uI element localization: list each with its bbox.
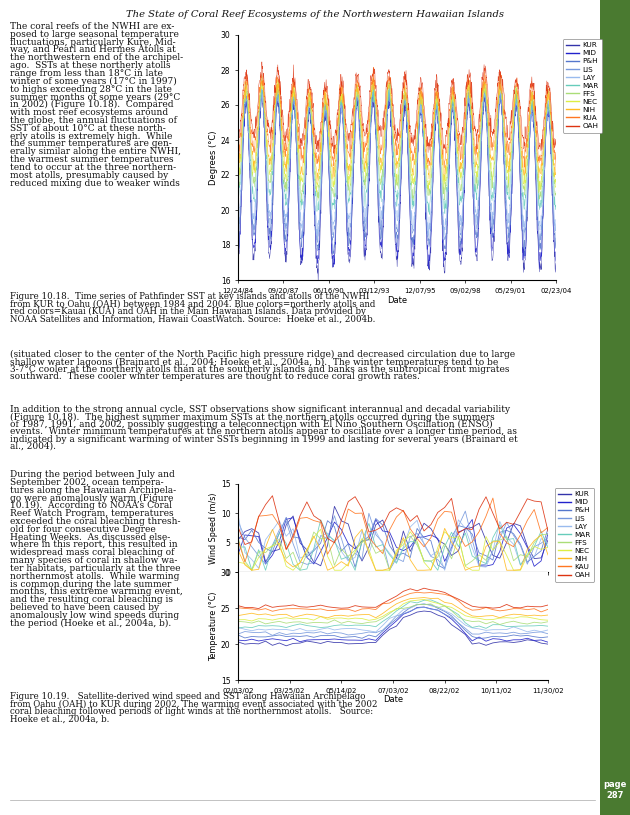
Text: way, and Pearl and Hermes Atolls at: way, and Pearl and Hermes Atolls at bbox=[10, 46, 176, 55]
X-axis label: Date: Date bbox=[387, 297, 407, 306]
Text: the northwestern end of the archipel-: the northwestern end of the archipel- bbox=[10, 53, 183, 62]
Legend: KUR, MID, P&H, LIS, LAY, MAR, FFS, NEC, NIH, KUA, OAH: KUR, MID, P&H, LIS, LAY, MAR, FFS, NEC, … bbox=[563, 38, 602, 133]
Text: many species of coral in shallow wa-: many species of coral in shallow wa- bbox=[10, 556, 178, 565]
Text: erally similar along the entire NWHI,: erally similar along the entire NWHI, bbox=[10, 148, 181, 156]
Text: 3-7°C cooler at the northerly atolls than at the southerly islands and banks as : 3-7°C cooler at the northerly atolls tha… bbox=[10, 365, 510, 374]
Text: with most reef ecosystems around: with most reef ecosystems around bbox=[10, 108, 168, 117]
Text: from Oahu (OAH) to KUR during 2002. The warming event associated with the 2002: from Oahu (OAH) to KUR during 2002. The … bbox=[10, 699, 377, 708]
Text: 10.19).  According to NOAA’s Coral: 10.19). According to NOAA’s Coral bbox=[10, 501, 172, 510]
Text: range from less than 18°C in late: range from less than 18°C in late bbox=[10, 69, 163, 78]
Text: the globe, the annual fluctuations of: the globe, the annual fluctuations of bbox=[10, 116, 177, 125]
Text: from KUR to Oahu (OAH) between 1984 and 2004. Blue colors=northerly atolls and: from KUR to Oahu (OAH) between 1984 and … bbox=[10, 299, 375, 309]
Text: The coral reefs of the NWHI are ex-: The coral reefs of the NWHI are ex- bbox=[10, 22, 175, 31]
Text: most atolls, presumably caused by: most atolls, presumably caused by bbox=[10, 170, 168, 179]
Text: September 2002, ocean tempera-: September 2002, ocean tempera- bbox=[10, 478, 164, 487]
Text: go were anomalously warm (Figure: go were anomalously warm (Figure bbox=[10, 493, 173, 503]
Text: The State of Coral Reef Ecosystems of the Northwestern Hawaiian Islands: The State of Coral Reef Ecosystems of th… bbox=[126, 10, 504, 19]
Text: and the resulting coral bleaching is: and the resulting coral bleaching is bbox=[10, 595, 173, 604]
Text: the period (Hoeke et al., 2004a, b).: the period (Hoeke et al., 2004a, b). bbox=[10, 619, 171, 628]
Text: of 1987, 1991, and 2002, possibly suggesting a teleconnection with El Niño South: of 1987, 1991, and 2002, possibly sugges… bbox=[10, 420, 493, 429]
Text: exceeded the coral bleaching thresh-: exceeded the coral bleaching thresh- bbox=[10, 517, 181, 526]
Text: ​Figure 10.18.  Time series of Pathfinder SST at key islands and atolls of the N: ​Figure 10.18. Time series of Pathfinder… bbox=[10, 292, 369, 301]
Text: northernmost atolls.  While warming: northernmost atolls. While warming bbox=[10, 572, 180, 581]
Text: erly atolls is extremely high.  While: erly atolls is extremely high. While bbox=[10, 131, 173, 140]
Text: indicated by a significant warming of winter SSTs beginning in 1999 and lasting : indicated by a significant warming of wi… bbox=[10, 434, 518, 443]
Text: Reef Watch Program, temperatures: Reef Watch Program, temperatures bbox=[10, 509, 174, 518]
Text: shallow water lagoons (Brainard et al., 2004; Hoeke et al., 2004a, b).  The wint: shallow water lagoons (Brainard et al., … bbox=[10, 358, 498, 367]
Text: (Figure 10.18).  The highest summer maximum SSTs at the northern atolls occurred: (Figure 10.18). The highest summer maxim… bbox=[10, 412, 495, 421]
Text: events.  Winter minimum temperatures at the northern atolls appear to oscillate : events. Winter minimum temperatures at t… bbox=[10, 427, 517, 436]
Text: fluctuations, particularly Kure, Mid-: fluctuations, particularly Kure, Mid- bbox=[10, 37, 176, 46]
Y-axis label: Temperature (°C): Temperature (°C) bbox=[209, 591, 218, 661]
Text: tend to occur at the three northern-: tend to occur at the three northern- bbox=[10, 163, 176, 172]
Text: tures along the Hawaiian Archipela-: tures along the Hawaiian Archipela- bbox=[10, 486, 176, 495]
Text: anomalously low wind speeds during: anomalously low wind speeds during bbox=[10, 611, 179, 620]
Text: In addition to the strong annual cycle, SST observations show significant intera: In addition to the strong annual cycle, … bbox=[10, 405, 510, 414]
Text: summer months of some years (29°C: summer months of some years (29°C bbox=[10, 92, 180, 102]
Text: SST of about 10°C at these north-: SST of about 10°C at these north- bbox=[10, 124, 166, 133]
Text: the warmest summer temperatures: the warmest summer temperatures bbox=[10, 155, 174, 164]
Text: During the period between July and: During the period between July and bbox=[10, 470, 175, 479]
Text: Hoeke et al., 2004a, b.: Hoeke et al., 2004a, b. bbox=[10, 714, 110, 723]
Text: ter habitats, particularly at the three: ter habitats, particularly at the three bbox=[10, 564, 181, 573]
Text: al., 2004).: al., 2004). bbox=[10, 442, 56, 451]
Text: page
287: page 287 bbox=[604, 780, 627, 800]
Legend: KUR, MID, P&H, LIS, LAY, MAR, FFS, NEC, NIH, KAU, OAH: KUR, MID, P&H, LIS, LAY, MAR, FFS, NEC, … bbox=[554, 487, 594, 582]
Text: months, this extreme warming event,: months, this extreme warming event, bbox=[10, 588, 183, 597]
Text: old for four consecutive Degree: old for four consecutive Degree bbox=[10, 525, 156, 534]
Text: winter of some years (17°C in 1997): winter of some years (17°C in 1997) bbox=[10, 77, 177, 86]
Text: is common during the late summer: is common during the late summer bbox=[10, 579, 171, 588]
Text: (situated closer to the center of the North Pacific high pressure ridge) and dec: (situated closer to the center of the No… bbox=[10, 350, 515, 359]
Text: ago.  SSTs at these northerly atolls: ago. SSTs at these northerly atolls bbox=[10, 61, 171, 70]
Text: southward.  These cooler winter temperatures are thought to reduce coral growth : southward. These cooler winter temperatu… bbox=[10, 372, 420, 381]
Text: believed to have been caused by: believed to have been caused by bbox=[10, 603, 159, 612]
Text: posed to large seasonal temperature: posed to large seasonal temperature bbox=[10, 30, 179, 39]
Text: to highs exceeding 28°C in the late: to highs exceeding 28°C in the late bbox=[10, 85, 172, 94]
Y-axis label: Degrees (°C): Degrees (°C) bbox=[209, 130, 218, 185]
Text: widespread mass coral bleaching of: widespread mass coral bleaching of bbox=[10, 548, 175, 557]
Text: NOAA Satellites and Information, Hawaii CoastWatch. Source:  Hoeke et al., 2004b: NOAA Satellites and Information, Hawaii … bbox=[10, 314, 375, 324]
Text: the summer temperatures are gen-: the summer temperatures are gen- bbox=[10, 139, 172, 148]
Text: red colors=Kauai (KUA) and OAH in the Main Hawaiian Islands. Data provided by: red colors=Kauai (KUA) and OAH in the Ma… bbox=[10, 306, 366, 316]
Text: reduced mixing due to weaker winds: reduced mixing due to weaker winds bbox=[10, 178, 180, 187]
Y-axis label: Wind Speed (m/s): Wind Speed (m/s) bbox=[209, 492, 218, 564]
Text: coral bleaching followed periods of light winds at the northernmost atolls.   So: coral bleaching followed periods of ligh… bbox=[10, 707, 373, 716]
Text: in 2002) (Figure 10.18).  Compared: in 2002) (Figure 10.18). Compared bbox=[10, 100, 173, 109]
Text: where in this report, this resulted in: where in this report, this resulted in bbox=[10, 540, 178, 549]
Text: ​Figure 10.19.   Satellite-derived wind speed and SST along Hawaiian Archipelago: ​Figure 10.19. Satellite-derived wind sp… bbox=[10, 692, 365, 701]
Text: Heating Weeks.  As discussed else-: Heating Weeks. As discussed else- bbox=[10, 533, 170, 542]
X-axis label: Date: Date bbox=[383, 695, 403, 704]
